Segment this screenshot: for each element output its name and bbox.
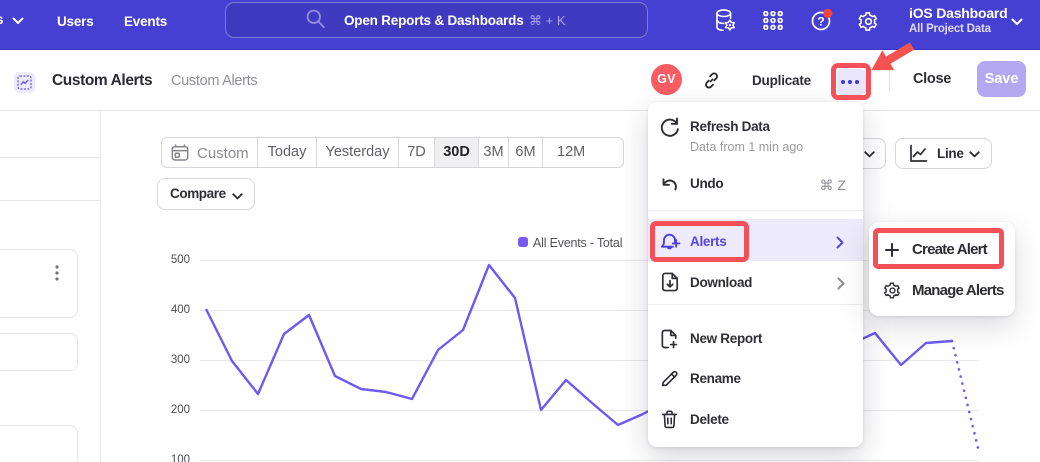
svg-text:?: ? (817, 15, 824, 29)
